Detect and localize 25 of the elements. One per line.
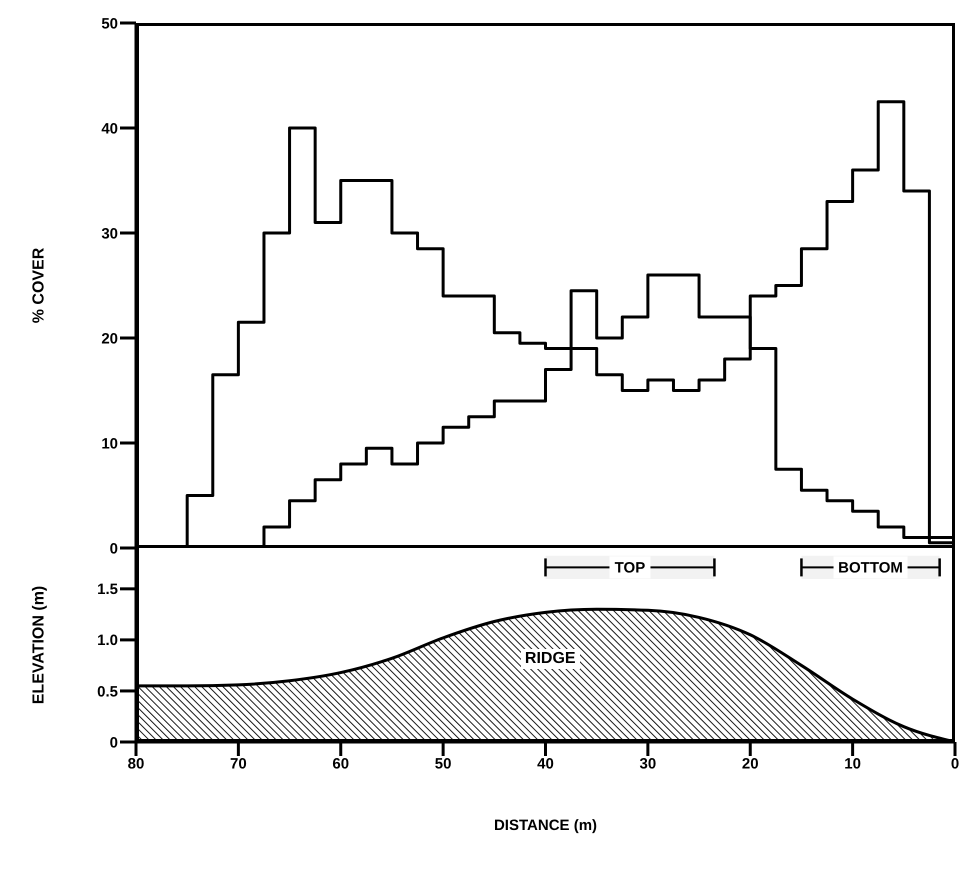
y-tick-label: 1.5 [97, 581, 118, 598]
y-tick-label: 1.0 [97, 632, 118, 650]
y-axis-title: % COVER [30, 247, 48, 324]
x-tick-label: 60 [332, 756, 350, 773]
y-axis-title: ELEVATION (m) [30, 586, 48, 704]
y-tick-label: 0 [110, 734, 118, 752]
y-tick-label: 10 [101, 435, 118, 452]
y-tick-label: 0 [110, 540, 118, 558]
band-label: BOTTOM [838, 559, 903, 576]
x-tick-label: 30 [640, 756, 656, 773]
x-tick-label: 70 [230, 756, 247, 773]
band-label: TOP [614, 559, 646, 576]
x-tick-label: 20 [742, 756, 759, 773]
annotation: RIDGE [520, 648, 580, 669]
y-tick-label: 50 [101, 15, 118, 32]
y-tick-label: 20 [101, 330, 118, 348]
x-axis-title: DISTANCE (m) [494, 817, 598, 834]
y-tick-label: 40 [101, 120, 118, 138]
x-tick-label: 0 [950, 756, 960, 773]
x-tick-label: 80 [128, 756, 144, 773]
x-tick-label: 50 [434, 756, 452, 773]
y-tick-label: 0.5 [97, 683, 118, 700]
x-tick-label: 10 [844, 756, 861, 773]
x-tick-label: 40 [537, 756, 554, 773]
y-tick-label: 30 [101, 225, 118, 242]
